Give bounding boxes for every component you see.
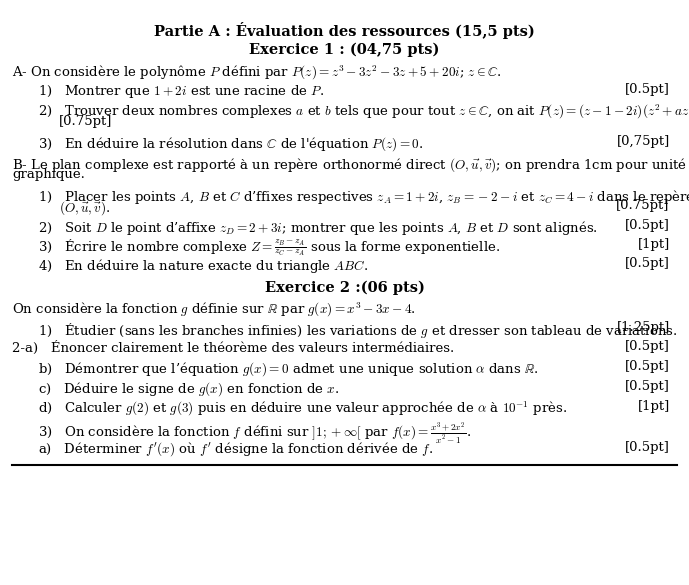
Text: 1)   Étudier (sans les branches infinies) les variations de $g$ et dresser son t: 1) Étudier (sans les branches infinies) … (38, 321, 677, 339)
Text: [1pt]: [1pt] (637, 238, 670, 251)
Text: [0.75pt]: [0.75pt] (59, 115, 112, 128)
Text: Exercice 1 : (04,75 pts): Exercice 1 : (04,75 pts) (249, 43, 440, 57)
Text: $(O, \vec{u}, \vec{v})$.: $(O, \vec{u}, \vec{v})$. (59, 199, 110, 217)
Text: [0.5pt]: [0.5pt] (625, 360, 670, 373)
Text: 2)   Soit $D$ le point d’affixe $z_D = 2 + 3i$; montrer que les points $A$, $B$ : 2) Soit $D$ le point d’affixe $z_D = 2 +… (38, 219, 598, 237)
Text: [0.5pt]: [0.5pt] (625, 380, 670, 393)
Text: [0.5pt]: [0.5pt] (625, 83, 670, 96)
Text: d)   Calculer $g(2)$ et $g(3)$ puis en déduire une valeur approchée de $\alpha$ : d) Calculer $g(2)$ et $g(3)$ puis en déd… (38, 400, 567, 418)
Text: 1)   Montrer que $1 + 2i$ est une racine de $P$.: 1) Montrer que $1 + 2i$ est une racine d… (38, 83, 324, 100)
Text: b)   Démontrer que l’équation $g(x) = 0$ admet une unique solution $\alpha$ dans: b) Démontrer que l’équation $g(x) = 0$ a… (38, 360, 538, 378)
Text: B- Le plan complexe est rapporté à un repère orthonormé direct $(O, \vec{u}, \ve: B- Le plan complexe est rapporté à un re… (12, 156, 688, 174)
Text: Partie A : Évaluation des ressources (15,5 pts): Partie A : Évaluation des ressources (15… (154, 22, 535, 39)
Text: a)   Déterminer $f'(x)$ où $f'$ désigne la fonction dérivée de $f$.: a) Déterminer $f'(x)$ où $f'$ désigne la… (38, 441, 433, 458)
Text: 2)   Trouver deux nombres complexes $a$ et $b$ tels que pour tout $z \in \mathbb: 2) Trouver deux nombres complexes $a$ et… (38, 103, 689, 121)
Text: Exercice 2 :(06 pts): Exercice 2 :(06 pts) (265, 281, 424, 295)
Text: [0.5pt]: [0.5pt] (625, 257, 670, 270)
Text: [1.25pt]: [1.25pt] (617, 321, 670, 333)
Text: On considère la fonction $g$ définie sur $\mathbb{R}$ par $g(x) = x^3 - 3x - 4$.: On considère la fonction $g$ définie sur… (12, 301, 416, 319)
Text: [0.5pt]: [0.5pt] (625, 219, 670, 232)
Text: 2-a)   Énoncer clairement le théorème des valeurs intermédiaires.: 2-a) Énoncer clairement le théorème des … (12, 340, 455, 355)
Text: 3)   En déduire la résolution dans $\mathbb{C}$ de l'équation $P(z) = 0$.: 3) En déduire la résolution dans $\mathb… (38, 135, 423, 153)
Text: 1)   Placer les points $A$, $B$ et $C$ d’ffixes respectives $z_A = 1 + 2i$, $z_B: 1) Placer les points $A$, $B$ et $C$ d’f… (38, 188, 689, 206)
Text: 3)   Écrire le nombre complexe $Z = \frac{z_B - z_A}{z_C - z_A}$ sous la forme e: 3) Écrire le nombre complexe $Z = \frac{… (38, 238, 500, 259)
Text: graphique.: graphique. (12, 168, 85, 181)
Text: 3)   On considère la fonction $f$ défini sur $]1; +\infty[$ par $f(x) = \frac{x^: 3) On considère la fonction $f$ défini s… (38, 420, 471, 446)
Text: A- On considère le polynôme $P$ défini par $P(z) = z^3 - 3z^2 - 3z + 5 + 20i$; $: A- On considère le polynôme $P$ défini p… (12, 64, 502, 82)
Text: 4)   En déduire la nature exacte du triangle $ABC$.: 4) En déduire la nature exacte du triang… (38, 257, 368, 276)
Text: [0.5pt]: [0.5pt] (625, 441, 670, 453)
Text: [1pt]: [1pt] (637, 400, 670, 413)
Text: [0.75pt]: [0.75pt] (617, 199, 670, 212)
Text: [0,75pt]: [0,75pt] (617, 135, 670, 148)
Text: c)   Déduire le signe de $g(x)$ en fonction de $x$.: c) Déduire le signe de $g(x)$ en fonctio… (38, 380, 339, 398)
Text: [0.5pt]: [0.5pt] (625, 340, 670, 353)
